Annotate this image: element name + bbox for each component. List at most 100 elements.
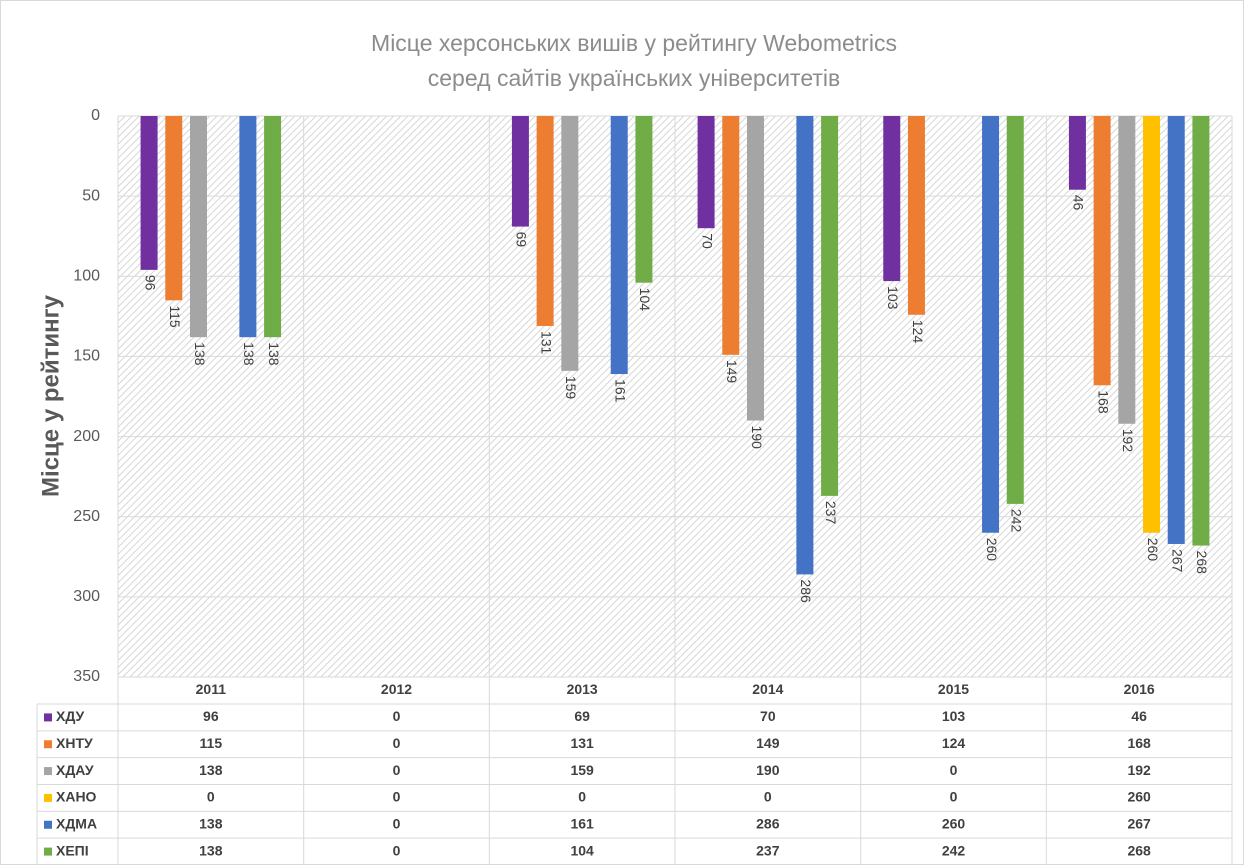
- bar: [1093, 116, 1111, 386]
- table-cell: 159: [570, 762, 594, 778]
- bar: [1006, 116, 1024, 504]
- bar: [165, 116, 183, 301]
- data-label: 190: [749, 426, 765, 450]
- data-label: 131: [538, 331, 554, 355]
- bar: [796, 116, 814, 575]
- bar: [883, 116, 901, 282]
- y-tick-label: 100: [73, 268, 100, 285]
- bar: [821, 116, 839, 496]
- bar: [239, 116, 257, 338]
- data-label: 268: [1194, 551, 1210, 575]
- legend-label: ХНТУ: [56, 735, 93, 751]
- bar: [1167, 116, 1185, 544]
- bar: [1118, 116, 1136, 424]
- table-cell: 0: [393, 708, 401, 724]
- legend-label: ХАНО: [56, 789, 97, 805]
- data-label: 159: [563, 376, 579, 400]
- bar: [746, 116, 764, 421]
- data-label: 260: [984, 538, 1000, 562]
- bar: [189, 116, 207, 338]
- bar: [697, 116, 715, 229]
- table-cell: 69: [574, 708, 590, 724]
- bar: [722, 116, 740, 355]
- data-label: 46: [1071, 195, 1087, 211]
- y-tick-label: 50: [82, 187, 100, 204]
- data-label: 237: [823, 501, 839, 525]
- chart-title: Місце херсонських вишів у рейтингу Webom…: [371, 30, 897, 56]
- legend-label: ХЕПІ: [56, 842, 89, 858]
- table-cell: 0: [764, 789, 772, 805]
- table-cell: 0: [207, 789, 215, 805]
- table-cell: 242: [942, 842, 966, 858]
- table-cell: 131: [570, 735, 594, 751]
- table-cell: 0: [950, 789, 958, 805]
- data-label: 138: [192, 342, 208, 366]
- data-label: 161: [613, 379, 629, 403]
- x-tick-label: 2012: [381, 681, 412, 697]
- table-cell: 260: [942, 815, 966, 831]
- legend-swatch: [44, 740, 52, 749]
- bar: [635, 116, 653, 283]
- bar: [511, 116, 529, 227]
- x-tick-label: 2016: [1124, 681, 1155, 697]
- table-cell: 138: [199, 842, 223, 858]
- table-cell: 0: [393, 762, 401, 778]
- table-cell: 96: [203, 708, 219, 724]
- x-tick-label: 2013: [567, 681, 598, 697]
- legend-swatch: [44, 820, 52, 829]
- bar: [1143, 116, 1161, 533]
- data-label: 286: [798, 579, 814, 603]
- data-label: 242: [1009, 509, 1025, 533]
- bar: [907, 116, 925, 315]
- y-axis-label: Місце у рейтингу: [37, 294, 64, 497]
- data-label: 138: [241, 342, 257, 366]
- x-tick-label: 2014: [752, 681, 783, 697]
- data-label: 103: [885, 286, 901, 310]
- data-label: 267: [1170, 549, 1186, 573]
- table-cell: 149: [756, 735, 780, 751]
- table-cell: 0: [393, 842, 401, 858]
- bar: [1192, 116, 1210, 546]
- data-label: 260: [1145, 538, 1161, 562]
- legend-label: ХДУ: [56, 708, 84, 724]
- bar: [982, 116, 1000, 533]
- data-label: 104: [637, 288, 653, 312]
- data-label: 192: [1120, 429, 1136, 453]
- table-cell: 267: [1127, 815, 1151, 831]
- table-cell: 0: [393, 815, 401, 831]
- data-label: 69: [514, 232, 530, 248]
- table-cell: 268: [1127, 842, 1151, 858]
- legend-swatch: [44, 793, 52, 802]
- table-cell: 192: [1127, 762, 1151, 778]
- table-cell: 237: [756, 842, 780, 858]
- bar: [561, 116, 579, 371]
- y-tick-label: 300: [73, 588, 100, 605]
- table-cell: 0: [393, 789, 401, 805]
- x-tick-label: 2015: [938, 681, 969, 697]
- y-tick-label: 150: [73, 348, 100, 365]
- bar: [610, 116, 628, 375]
- y-tick-label: 250: [73, 508, 100, 525]
- table-cell: 190: [756, 762, 780, 778]
- table-cell: 115: [200, 735, 223, 751]
- table-cell: 0: [578, 789, 586, 805]
- data-label: 70: [699, 233, 715, 249]
- data-label: 96: [142, 275, 158, 291]
- table-cell: 138: [199, 762, 223, 778]
- y-tick-label: 0: [91, 107, 100, 124]
- table-cell: 46: [1131, 708, 1147, 724]
- table-cell: 70: [760, 708, 776, 724]
- y-tick-label: 350: [73, 668, 100, 685]
- y-tick-label: 200: [73, 428, 100, 445]
- table-cell: 104: [570, 842, 594, 858]
- data-label: 149: [724, 360, 740, 384]
- table-cell: 286: [756, 815, 780, 831]
- chart-title: серед сайтів українських університетів: [428, 65, 840, 91]
- legend-swatch: [44, 847, 52, 856]
- data-label: 138: [266, 342, 282, 366]
- table-cell: 0: [950, 762, 958, 778]
- table-cell: 103: [942, 708, 966, 724]
- legend-label: ХДМА: [56, 815, 97, 831]
- table-cell: 0: [393, 735, 401, 751]
